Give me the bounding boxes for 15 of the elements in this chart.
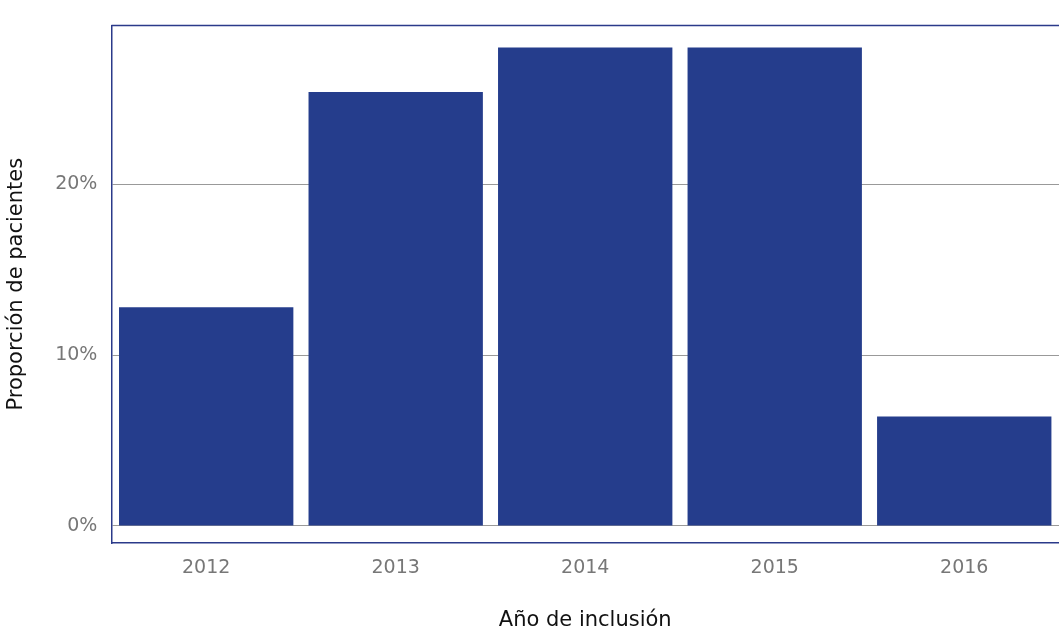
x-axis-title: Año de inclusión [498, 606, 672, 631]
x-tick-label: 2014 [561, 555, 610, 578]
bar [877, 416, 1052, 526]
y-axis-title: Proporción de pacientes [3, 157, 28, 411]
x-tick-label: 2012 [182, 555, 231, 578]
x-tick-label: 2015 [750, 555, 799, 578]
y-tick-label: 10% [55, 342, 98, 365]
bar [119, 307, 294, 526]
x-tick-label: 2016 [940, 555, 989, 578]
bar [308, 92, 483, 526]
y-tick-label: 20% [55, 171, 98, 194]
bar [498, 47, 673, 526]
bar [687, 47, 862, 526]
x-tick-label: 2013 [371, 555, 420, 578]
y-tick-label: 0% [67, 512, 98, 535]
